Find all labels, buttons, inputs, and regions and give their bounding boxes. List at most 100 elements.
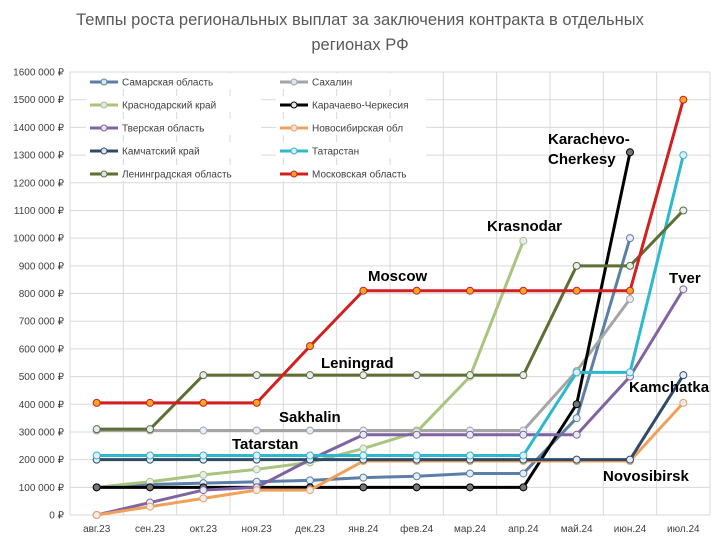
data-point: [679, 371, 688, 380]
legend-bg: [86, 165, 261, 181]
data-point: [92, 398, 101, 407]
data-point: [412, 430, 421, 439]
legend-marker: [290, 124, 298, 132]
data-point: [146, 398, 154, 407]
legend-label: Краснодарский край: [122, 101, 216, 112]
data-point: [519, 469, 528, 478]
data-point: [572, 261, 581, 270]
legend-label: Новосибирская обл: [312, 123, 403, 135]
data-point: [679, 151, 688, 160]
series-line: [96, 374, 685, 462]
data-point: [306, 371, 314, 380]
x-tick-label: окт.23: [190, 524, 218, 535]
y-tick-label: 0 ₽: [49, 511, 64, 522]
legend-marker: [100, 170, 108, 178]
legend-label: Татарстан: [312, 147, 359, 158]
annotation-label: Krasnodar: [487, 218, 562, 235]
legend-bg: [86, 73, 261, 89]
data-point: [359, 430, 368, 439]
legend-marker: [100, 124, 108, 132]
y-tick-label: 600 000 ₽: [19, 344, 65, 355]
y-tick-label: 100 000 ₽: [19, 483, 65, 494]
data-point: [199, 398, 208, 407]
data-point: [146, 483, 154, 492]
data-point: [306, 426, 314, 435]
series-line: [96, 209, 685, 431]
x-tick-label: янв.24: [348, 524, 379, 535]
data-point: [519, 483, 528, 492]
data-point: [199, 494, 208, 503]
data-point: [519, 371, 528, 380]
data-point: [252, 465, 261, 474]
data-point: [412, 472, 421, 481]
data-point: [626, 368, 634, 377]
data-point: [412, 371, 421, 380]
y-tick-label: 400 000 ₽: [19, 400, 65, 411]
y-tick-label: 1500 000 ₽: [13, 95, 64, 106]
series-line: [96, 240, 525, 489]
data-point: [359, 371, 368, 380]
data-point: [92, 425, 101, 434]
data-point: [92, 511, 101, 519]
x-tick-label: ноя.23: [241, 524, 272, 535]
data-point: [572, 414, 581, 423]
y-tick-label: 700 000 ₽: [19, 317, 65, 328]
y-tick-label: 300 000 ₽: [19, 427, 65, 438]
legend-label: Ленинградская область: [122, 169, 232, 181]
y-tick-label: 1600 000 ₽: [13, 68, 64, 79]
x-tick-label: май.24: [561, 524, 593, 535]
legend-bg: [86, 142, 261, 158]
data-point: [199, 371, 208, 380]
x-tick-label: сен.23: [135, 524, 165, 535]
legend-label: Карачаево-Черкесия: [312, 101, 409, 112]
legend-marker: [290, 170, 298, 178]
data-point: [306, 486, 314, 495]
legend-marker: [100, 78, 108, 86]
data-point: [199, 470, 208, 479]
y-tick-label: 900 000 ₽: [19, 261, 65, 272]
data-point: [466, 371, 474, 380]
data-point: [626, 286, 634, 295]
data-point: [306, 451, 314, 460]
data-point: [572, 455, 581, 464]
data-point: [519, 236, 528, 245]
y-tick-label: 500 000 ₽: [19, 372, 65, 383]
data-point: [359, 473, 368, 482]
legend-marker: [100, 101, 108, 109]
annotation-label: Leningrad: [321, 355, 394, 372]
data-point: [466, 286, 474, 295]
data-point: [359, 451, 368, 460]
data-point: [679, 206, 688, 215]
legend-bg: [86, 119, 261, 135]
data-point: [199, 426, 208, 435]
legend-marker: [290, 78, 298, 86]
y-tick-label: 1400 000 ₽: [13, 123, 64, 134]
data-point: [252, 486, 261, 495]
annotation-label: Karachevo-: [548, 131, 630, 148]
data-point: [572, 430, 581, 439]
data-point: [519, 451, 528, 460]
data-point: [519, 286, 528, 295]
data-point: [199, 451, 208, 460]
legend-bg: [276, 119, 426, 135]
data-point: [466, 469, 474, 478]
data-point: [199, 486, 208, 495]
data-point: [146, 502, 154, 511]
data-point: [359, 286, 368, 295]
series-line: [96, 288, 685, 517]
data-point: [679, 285, 688, 294]
data-point: [92, 483, 101, 492]
data-point: [306, 476, 314, 485]
y-tick-label: 1000 000 ₽: [13, 234, 64, 245]
data-point: [572, 368, 581, 377]
data-point: [626, 455, 634, 464]
data-point: [359, 483, 368, 492]
legend-label: Самарская область: [122, 77, 213, 89]
legend-marker: [100, 147, 108, 155]
annotation-label: Cherkesy: [548, 151, 616, 168]
legend-marker: [290, 147, 298, 155]
legend-bg: [276, 73, 426, 89]
legend-bg: [276, 165, 426, 181]
y-tick-label: 200 000 ₽: [19, 455, 65, 466]
